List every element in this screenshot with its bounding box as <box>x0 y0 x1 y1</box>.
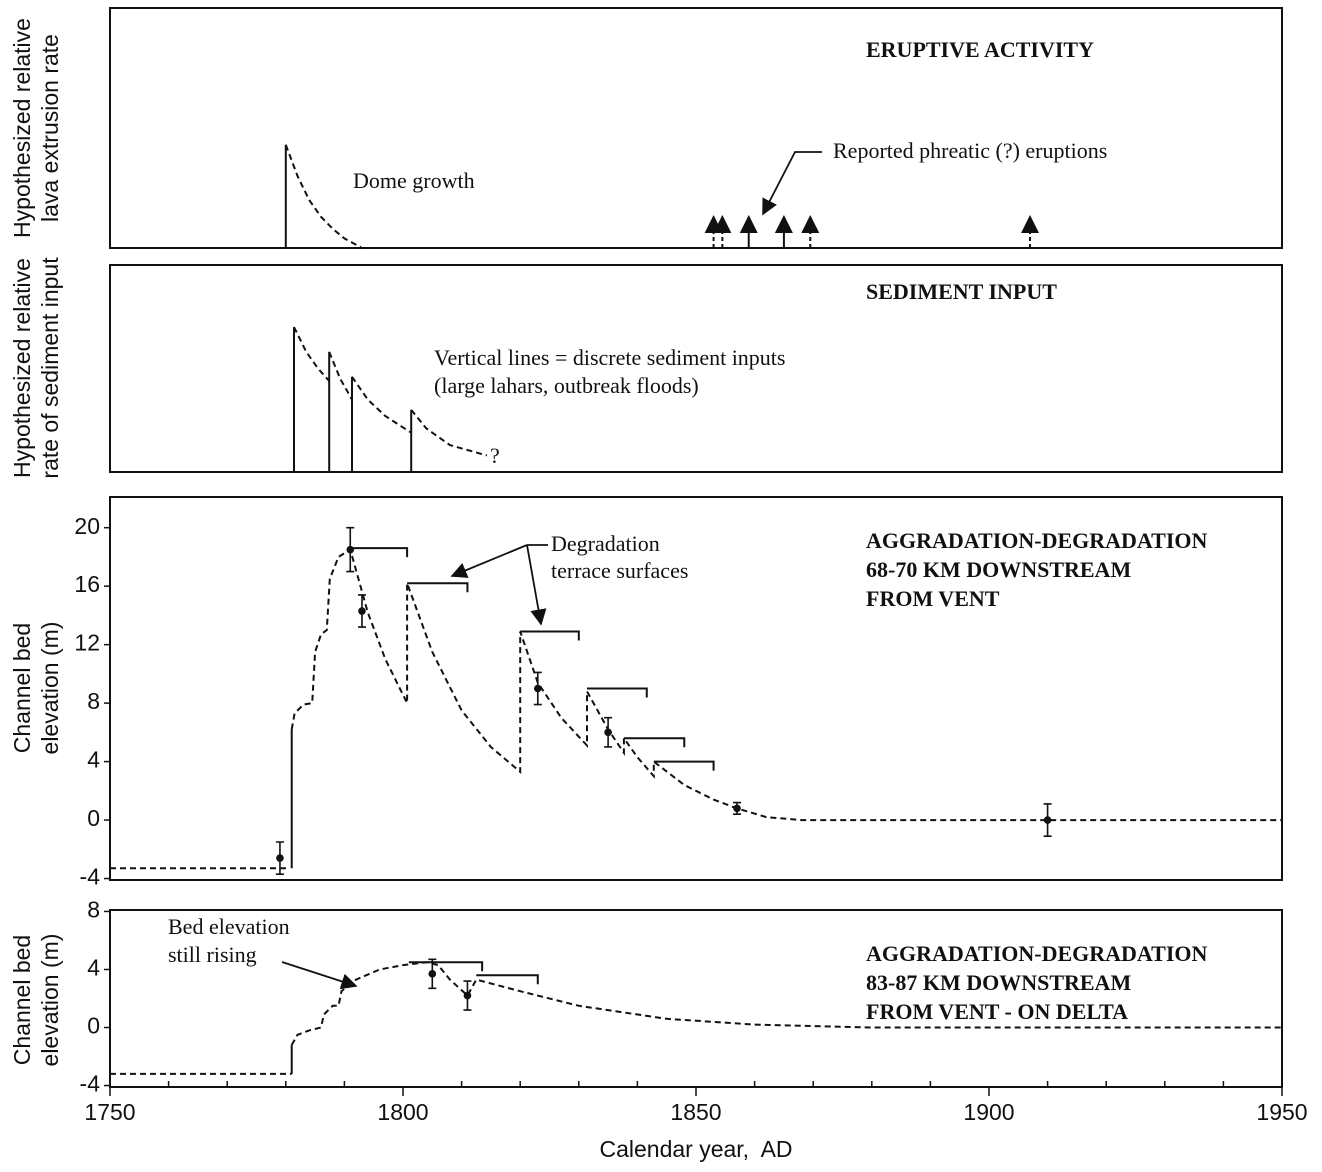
panel-title: ERUPTIVE ACTIVITY <box>866 37 1094 62</box>
bed-line <box>410 409 488 457</box>
x-tick-label: 1950 <box>1256 1099 1307 1125</box>
data-point <box>276 854 284 862</box>
bed-line <box>351 376 412 434</box>
panel-title: FROM VENT - ON DELTA <box>866 999 1128 1024</box>
x-tick-label: 1800 <box>377 1099 428 1125</box>
y-axis-label: Hypothesized relative <box>9 18 35 238</box>
y-axis-label: elevation (m) <box>37 934 63 1067</box>
x-tick-label: 1900 <box>963 1099 1014 1125</box>
y-axis-label: elevation (m) <box>37 622 63 755</box>
terrace <box>476 974 539 985</box>
annotation: still rising <box>168 942 257 967</box>
annotation-arrow <box>762 151 822 216</box>
annotation: (large lahars, outbreak floods) <box>434 373 699 398</box>
annotation-arrow <box>526 544 547 626</box>
annotation: Degradation <box>551 531 660 556</box>
panel-title: SEDIMENT INPUT <box>866 279 1057 304</box>
bed-line <box>290 961 1282 1046</box>
data-point <box>604 728 612 737</box>
y-axis-label: Channel bed <box>9 935 35 1065</box>
x-axis-label: Calendar year, AD <box>599 1136 792 1162</box>
bed-line <box>293 326 330 382</box>
y-tick-label: -4 <box>80 1071 101 1097</box>
data-point <box>533 684 542 693</box>
y-tick-label: 0 <box>87 1013 100 1039</box>
terrace <box>623 737 686 748</box>
panel-frame <box>109 496 1283 881</box>
panel-title: 68-70 KM DOWNSTREAM <box>866 557 1131 582</box>
x-tick-label: 1850 <box>670 1099 721 1125</box>
terrace <box>350 547 409 558</box>
annotation-arrow <box>281 961 358 990</box>
bed-line <box>290 548 1282 822</box>
y-axis-label: lava extrusion rate <box>37 34 63 222</box>
annotation: Vertical lines = discrete sediment input… <box>434 345 785 370</box>
terrace <box>653 760 715 771</box>
panel-title: 83-87 KM DOWNSTREAM <box>866 970 1131 995</box>
panel-title: FROM VENT <box>866 586 1000 611</box>
y-tick-label: 4 <box>87 955 100 981</box>
data-point <box>428 970 437 978</box>
panel-frame <box>109 264 1283 473</box>
data-point <box>1043 816 1052 824</box>
terrace <box>407 582 469 593</box>
annotation: Bed elevation <box>168 914 290 939</box>
y-tick-label: 20 <box>74 513 100 539</box>
y-axis-label: rate of sediment input <box>37 257 63 479</box>
y-tick-label: 12 <box>74 630 100 656</box>
panel-title: AGGRADATION-DEGRADATION <box>866 528 1208 553</box>
y-tick-label: 8 <box>87 688 100 714</box>
terrace <box>587 687 648 698</box>
annotation: terrace surfaces <box>551 558 688 583</box>
y-tick-label: -4 <box>80 864 101 890</box>
annotation: Dome growth <box>353 168 475 193</box>
terrace <box>408 961 484 972</box>
bed-line <box>284 144 363 249</box>
terrace <box>520 630 580 641</box>
y-axis-label: Hypothesized relative <box>9 258 35 478</box>
y-tick-label: 16 <box>74 571 100 597</box>
annotation-arrow <box>450 544 528 578</box>
data-point <box>346 545 355 554</box>
y-axis-label: Channel bed <box>9 623 35 753</box>
data-point <box>463 991 472 1000</box>
x-tick-label: 1750 <box>84 1099 135 1125</box>
panel-title: AGGRADATION-DEGRADATION <box>866 941 1208 966</box>
bed-line <box>328 351 353 401</box>
y-tick-label: 4 <box>87 747 100 773</box>
y-tick-label: 8 <box>87 897 100 923</box>
panel-frame <box>109 7 1283 249</box>
data-point <box>733 804 741 813</box>
annotation: ? <box>490 443 500 468</box>
annotation: Reported phreatic (?) eruptions <box>833 138 1107 163</box>
data-point <box>358 607 366 615</box>
y-tick-label: 0 <box>87 805 100 831</box>
